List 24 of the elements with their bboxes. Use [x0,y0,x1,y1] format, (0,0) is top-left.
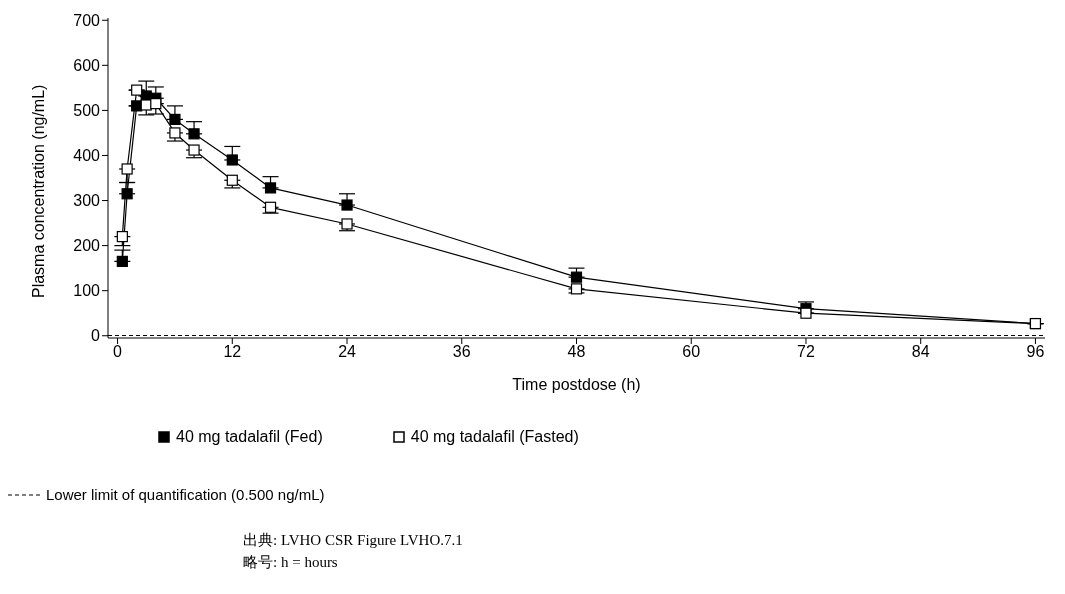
x-tick-label: 36 [452,343,471,361]
y-axis-title: Plasma concentration (ng/mL) [29,84,47,298]
y-tick-label: 600 [73,57,101,74]
x-tick-label: 48 [567,343,586,361]
x-axis-title: Time postdose (h) [512,376,641,393]
y-tick-label: 300 [73,192,101,210]
legend-label: Lower limit of quantification (0.500 ng/mL) [46,486,325,503]
text: 略号: h = hours [243,553,339,572]
x-tick-label: 0 [113,343,123,361]
y-tick-label: 400 [73,147,101,165]
y-tick-label: 500 [73,102,101,120]
x-tick-label: 24 [338,343,357,361]
x-tick-label: 96 [1026,343,1045,361]
y-tick-label: 0 [91,327,101,345]
y-tick-label: 100 [73,282,101,300]
legend-label: 40 mg tadalafil (Fasted) [410,428,579,446]
legend-label: 40 mg tadalafil (Fed) [176,428,323,446]
x-tick-label: 60 [682,343,701,361]
x-tick-label: 84 [911,343,930,361]
x-tick-label: 12 [223,343,242,361]
y-tick-label: 200 [73,237,101,255]
source-note: 出典: LVHO CSR Figure LVHO.7.1 [243,531,464,550]
y-tick-label: 700 [73,11,101,29]
x-tick-label: 72 [797,343,815,361]
